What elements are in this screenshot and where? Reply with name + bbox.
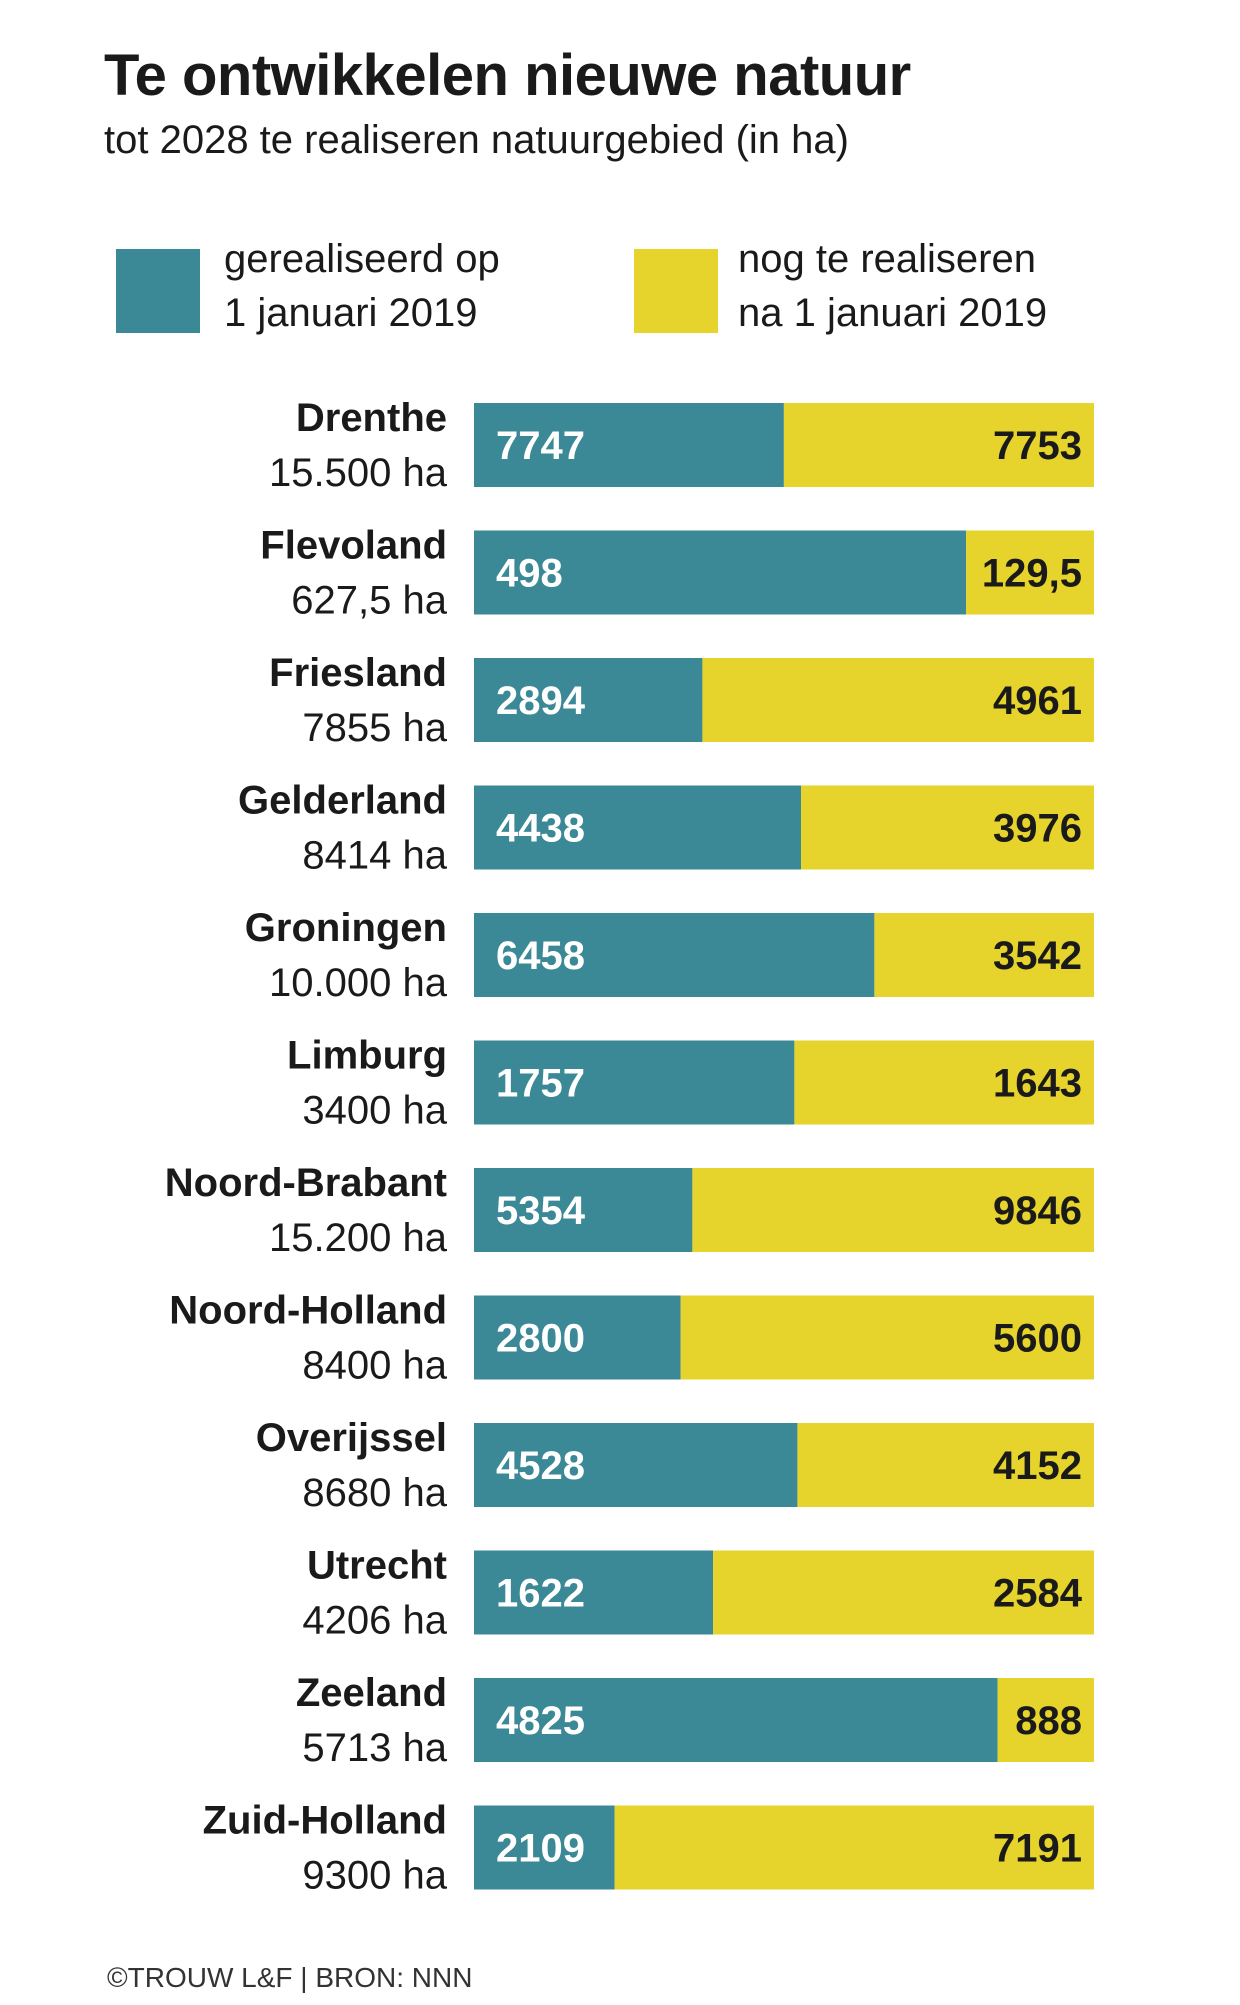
bar-remaining-noord-brabant — [692, 1168, 1094, 1252]
value-label-remaining-overijssel: 4152 — [993, 1444, 1082, 1488]
bar-remaining-zeeland — [997, 1678, 1094, 1762]
legend-label-remaining-line2: na 1 januari 2019 — [738, 291, 1048, 335]
category-total-overijssel: 8680 ha — [302, 1471, 447, 1515]
value-label-realised-drenthe: 7747 — [496, 424, 585, 468]
bar-realised-utrecht — [474, 1550, 714, 1635]
source-credit: ©TROUW L&F | BRON: NNN — [107, 1962, 473, 1993]
bar-realised-noord-brabant — [474, 1168, 693, 1252]
bar-realised-friesland — [474, 658, 703, 742]
category-total-noord-holland: 8400 ha — [302, 1344, 447, 1388]
category-total-flevoland: 627,5 ha — [291, 579, 447, 623]
category-label-limburg: Limburg — [287, 1034, 447, 1078]
stacked-bar-chart: 7747 7753 Drenthe 15.500 ha 498 129,5 Flevolan… — [165, 396, 1094, 1898]
value-label-remaining-noord-holland: 5600 — [993, 1317, 1082, 1361]
value-label-realised-gelderland: 4438 — [496, 807, 585, 851]
value-label-remaining-zuid-holland: 7191 — [993, 1827, 1082, 1871]
value-label-realised-utrecht: 1622 — [496, 1572, 585, 1616]
category-total-groningen: 10.000 ha — [269, 961, 448, 1005]
bar-remaining-friesland — [702, 658, 1094, 742]
bar-remaining-overijssel — [797, 1423, 1094, 1507]
category-label-drenthe: Drenthe — [296, 396, 447, 440]
bar-realised-drenthe — [474, 403, 784, 487]
legend-label-realised-line1: gerealiseerd op — [224, 237, 500, 281]
bar-realised-groningen — [474, 913, 875, 997]
bar-realised-zuid-holland — [474, 1805, 615, 1890]
value-label-realised-groningen: 6458 — [496, 934, 585, 978]
value-label-remaining-gelderland: 3976 — [993, 807, 1082, 851]
value-label-realised-overijssel: 4528 — [496, 1444, 585, 1488]
bar-remaining-flevoland — [966, 530, 1094, 615]
legend-label-realised-line2: 1 januari 2019 — [224, 291, 478, 335]
category-label-friesland: Friesland — [269, 651, 447, 695]
value-label-realised-noord-brabant: 5354 — [496, 1189, 586, 1233]
category-label-flevoland: Flevoland — [260, 524, 447, 568]
category-total-limburg: 3400 ha — [302, 1089, 447, 1133]
bar-remaining-zuid-holland — [614, 1805, 1094, 1890]
category-total-noord-brabant: 15.200 ha — [269, 1216, 448, 1260]
category-total-zeeland: 5713 ha — [302, 1726, 447, 1770]
bar-realised-flevoland — [474, 530, 967, 615]
legend-label-realised: gerealiseerd op 1 januari 2019 — [224, 232, 500, 340]
category-label-gelderland: Gelderland — [238, 779, 447, 823]
category-total-gelderland: 8414 ha — [302, 834, 447, 878]
category-label-noord-holland: Noord-Holland — [169, 1289, 447, 1333]
category-label-groningen: Groningen — [245, 906, 447, 950]
category-total-friesland: 7855 ha — [302, 706, 447, 750]
bar-realised-overijssel — [474, 1423, 798, 1507]
bar-remaining-noord-holland — [680, 1295, 1094, 1380]
category-total-zuid-holland: 9300 ha — [302, 1854, 447, 1898]
value-label-realised-noord-holland: 2800 — [496, 1317, 585, 1361]
category-label-zuid-holland: Zuid-Holland — [203, 1799, 447, 1843]
chart-subtitle: tot 2028 te realiseren natuurgebied (in … — [104, 118, 849, 162]
chart-title: Te ontwikkelen nieuwe natuur — [104, 43, 911, 108]
bar-remaining-gelderland — [801, 785, 1094, 870]
value-label-remaining-friesland: 4961 — [993, 679, 1082, 723]
legend-label-remaining: nog te realiseren na 1 januari 2019 — [738, 232, 1047, 340]
legend-swatch-realised — [116, 249, 200, 333]
legend-label-remaining-line1: nog te realiseren — [738, 237, 1036, 281]
bar-remaining-limburg — [794, 1040, 1094, 1125]
value-label-realised-zeeland: 4825 — [496, 1699, 585, 1743]
category-total-utrecht: 4206 ha — [302, 1599, 447, 1643]
category-label-noord-brabant: Noord-Brabant — [165, 1161, 447, 1205]
bar-realised-noord-holland — [474, 1295, 681, 1380]
value-label-realised-flevoland: 498 — [496, 552, 563, 596]
value-label-remaining-drenthe: 7753 — [993, 424, 1082, 468]
category-label-zeeland: Zeeland — [296, 1671, 447, 1715]
category-label-utrecht: Utrecht — [307, 1544, 447, 1588]
legend-swatch-remaining — [634, 249, 718, 333]
category-label-overijssel: Overijssel — [256, 1416, 447, 1460]
bar-remaining-drenthe — [783, 403, 1094, 487]
value-label-remaining-noord-brabant: 9846 — [993, 1189, 1082, 1233]
bar-realised-zeeland — [474, 1678, 998, 1762]
value-label-realised-friesland: 2894 — [496, 679, 586, 723]
bar-remaining-utrecht — [713, 1550, 1094, 1635]
value-label-remaining-limburg: 1643 — [993, 1062, 1082, 1106]
value-label-realised-limburg: 1757 — [496, 1062, 585, 1106]
bar-realised-gelderland — [474, 785, 802, 870]
category-total-drenthe: 15.500 ha — [269, 451, 448, 495]
value-label-remaining-groningen: 3542 — [993, 934, 1082, 978]
bar-remaining-groningen — [874, 913, 1094, 997]
value-label-remaining-zeeland: 888 — [1015, 1699, 1082, 1743]
bar-realised-limburg — [474, 1040, 795, 1125]
value-label-remaining-flevoland: 129,5 — [982, 552, 1082, 596]
value-label-remaining-utrecht: 2584 — [993, 1572, 1083, 1616]
value-label-realised-zuid-holland: 2109 — [496, 1827, 585, 1871]
